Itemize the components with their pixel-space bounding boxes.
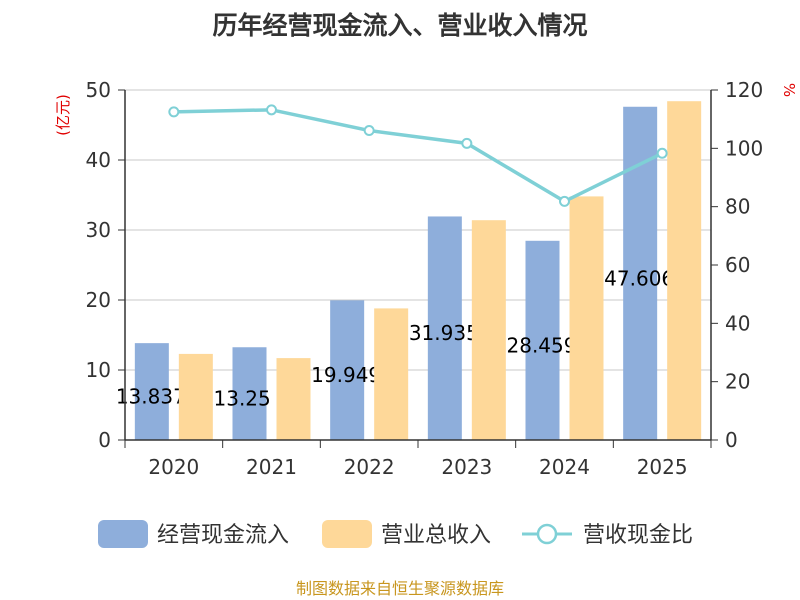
ratio-point	[559, 195, 570, 207]
bar-revenue	[178, 353, 213, 440]
bar-cash-inflow	[330, 300, 365, 440]
data-label-cash-inflow: 28.459	[507, 333, 577, 357]
data-label-cash-inflow: 13.25	[214, 387, 271, 411]
right-axis-tick-label: 0	[725, 428, 738, 452]
axes: 0 10 20 30 40 50 0 20 40 60 80 100 120 2020 2021 2022 20…	[86, 78, 764, 479]
left-axis-tick-label: 50	[86, 78, 111, 102]
chart-title: 历年经营现金流入、营业收入情况	[212, 11, 587, 40]
legend: 经营现金流入 营业总收入 营收现金比	[98, 520, 693, 548]
right-axis-tick-label: 120	[725, 78, 763, 102]
gridlines	[125, 89, 711, 371]
bar-cash-inflow	[525, 240, 560, 440]
right-axis-unit: %	[780, 83, 798, 97]
right-axis-tick-label: 40	[725, 311, 750, 335]
ratio-point	[461, 137, 473, 149]
ratio-point	[656, 147, 668, 159]
legend-label-cash-inflow: 经营现金流入	[157, 523, 289, 548]
left-axis-unit: (亿元)	[54, 94, 72, 136]
legend-swatch-revenue	[322, 520, 372, 548]
bar-cash-inflow	[134, 343, 169, 440]
bar-revenue	[569, 196, 604, 440]
right-axis-tick-label: 20	[725, 370, 750, 394]
right-axis-tick-label: 100	[725, 136, 763, 160]
x-axis-tick-label: 2022	[344, 455, 395, 479]
bar-revenue	[667, 101, 702, 440]
left-axis-tick-label: 20	[86, 288, 111, 312]
data-label-cash-inflow: 13.837	[116, 385, 186, 409]
left-axis-tick-label: 40	[86, 148, 111, 172]
x-axis-tick-label: 2025	[637, 455, 688, 479]
legend-swatch-cash-inflow	[98, 520, 148, 548]
data-labels: 13.837 13.25 19.949 31.935 28.459 47.606	[116, 266, 674, 411]
ratio-point	[266, 104, 277, 116]
ratio-line-path	[173, 108, 663, 204]
data-label-cash-inflow: 47.606	[604, 266, 674, 290]
data-label-cash-inflow: 31.935	[409, 321, 479, 345]
ratio-point	[168, 106, 180, 118]
x-axis-tick-label: 2020	[148, 455, 199, 479]
bar-revenue	[276, 358, 311, 440]
ratio-point	[363, 125, 375, 137]
data-label-cash-inflow: 19.949	[311, 363, 381, 387]
x-axis-tick-label: 2024	[539, 455, 590, 479]
source-note: 制图数据来自恒生聚源数据库	[296, 579, 504, 598]
right-axis-tick-label: 80	[725, 195, 750, 219]
bar-revenue	[374, 308, 409, 440]
legend-swatch-ratio-marker	[536, 523, 558, 545]
legend-label-revenue: 营业总收入	[381, 523, 491, 548]
x-axis-tick-label: 2021	[246, 455, 297, 479]
left-axis-tick-label: 10	[86, 358, 111, 382]
bar-revenue	[471, 220, 506, 440]
legend-label-ratio: 营收现金比	[583, 523, 693, 548]
bar-cash-inflow	[232, 347, 267, 440]
x-axis-tick-label: 2023	[441, 455, 492, 479]
ratio-line	[168, 104, 668, 207]
bar-cash-inflow	[427, 216, 462, 440]
left-axis-tick-label: 30	[86, 218, 111, 242]
left-axis-tick-label: 0	[98, 428, 111, 452]
right-axis-tick-label: 60	[725, 253, 750, 277]
bars	[134, 101, 702, 441]
